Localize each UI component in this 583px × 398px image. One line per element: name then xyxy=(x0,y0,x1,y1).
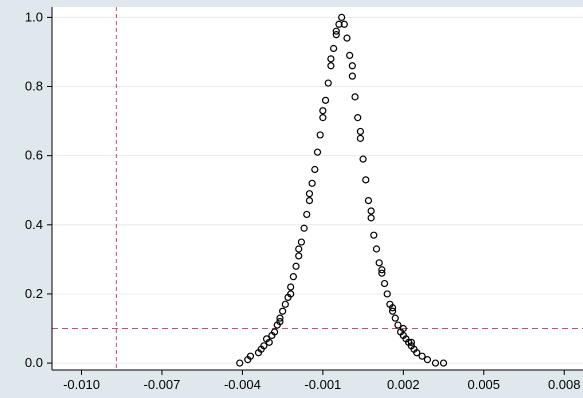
data-point xyxy=(276,318,284,326)
data-point xyxy=(362,176,370,184)
data-point xyxy=(300,224,308,232)
data-point xyxy=(281,300,289,308)
y-axis-ticks: 0.0 0.2 0.4 0.6 0.8 1.0 xyxy=(25,9,52,370)
data-point xyxy=(346,51,354,60)
data-point xyxy=(270,328,279,336)
data-point xyxy=(335,20,343,28)
data-point xyxy=(319,114,327,122)
data-point xyxy=(305,197,314,205)
data-point xyxy=(356,127,365,136)
data-point xyxy=(399,324,407,333)
data-point xyxy=(439,359,448,367)
data-point xyxy=(265,338,273,346)
data-points xyxy=(236,13,448,367)
data-point xyxy=(413,349,421,357)
data-point xyxy=(348,72,356,80)
data-point xyxy=(308,179,316,187)
data-point xyxy=(375,259,383,267)
data-point xyxy=(276,314,284,322)
data-point xyxy=(378,266,386,274)
data-point xyxy=(287,290,295,298)
data-point xyxy=(388,307,397,315)
x-tick-label: -0.004 xyxy=(224,377,261,392)
data-point xyxy=(359,155,367,163)
y-tick-label: 0.0 xyxy=(25,355,43,370)
data-point xyxy=(327,55,335,63)
x-tick-label: 0.008 xyxy=(548,377,581,392)
data-point xyxy=(313,148,322,156)
data-point xyxy=(407,338,415,346)
data-point xyxy=(378,269,386,277)
reference-lines xyxy=(52,7,583,370)
data-point xyxy=(246,352,255,360)
data-point xyxy=(394,321,402,329)
y-tick-label: 0.8 xyxy=(25,79,43,94)
data-point xyxy=(418,352,426,360)
data-point xyxy=(372,245,381,253)
data-point xyxy=(327,62,335,70)
data-point xyxy=(391,314,399,322)
data-point xyxy=(364,197,373,205)
y-tick-label: 1.0 xyxy=(25,9,43,24)
data-point xyxy=(367,207,375,215)
data-point xyxy=(292,262,300,270)
x-tick-label: -0.001 xyxy=(304,377,341,392)
data-point xyxy=(311,165,319,174)
plot-area xyxy=(52,7,583,370)
x-tick-label: -0.007 xyxy=(144,377,181,392)
data-point xyxy=(321,96,330,104)
data-point xyxy=(332,31,340,39)
data-point xyxy=(329,44,338,53)
data-point xyxy=(383,290,391,298)
data-point xyxy=(388,304,397,312)
data-point xyxy=(319,107,327,115)
grid-lines xyxy=(52,16,583,364)
data-point xyxy=(236,359,244,367)
data-point xyxy=(295,245,303,253)
data-point xyxy=(295,252,303,260)
data-point xyxy=(380,279,389,288)
data-point xyxy=(343,34,351,42)
data-point xyxy=(356,134,365,142)
y-tick-label: 0.2 xyxy=(25,286,43,301)
data-point xyxy=(287,283,295,291)
data-point xyxy=(351,93,359,101)
axes xyxy=(51,7,583,371)
data-point xyxy=(297,238,306,246)
data-point xyxy=(316,131,324,139)
data-point xyxy=(289,273,297,281)
data-point xyxy=(303,210,311,219)
data-point xyxy=(370,231,378,239)
data-point xyxy=(354,114,362,122)
x-tick-label: 0.005 xyxy=(467,377,500,392)
data-point xyxy=(260,342,268,350)
x-tick-label: 0.002 xyxy=(387,377,420,392)
x-tick-label: -0.010 xyxy=(63,377,100,392)
data-point xyxy=(305,190,314,198)
data-point xyxy=(324,79,332,87)
data-point xyxy=(332,27,340,35)
x-axis-ticks: -0.010 -0.007 -0.004 -0.001 0.002 0.005 0.008 xyxy=(63,370,581,392)
y-tick-label: 0.4 xyxy=(25,217,43,232)
data-point xyxy=(338,13,346,21)
y-tick-label: 0.6 xyxy=(25,148,43,163)
data-point xyxy=(431,359,440,367)
data-point xyxy=(340,20,348,28)
data-point xyxy=(279,307,287,315)
data-point xyxy=(423,356,432,364)
data-point xyxy=(348,62,356,70)
data-point xyxy=(367,214,375,222)
